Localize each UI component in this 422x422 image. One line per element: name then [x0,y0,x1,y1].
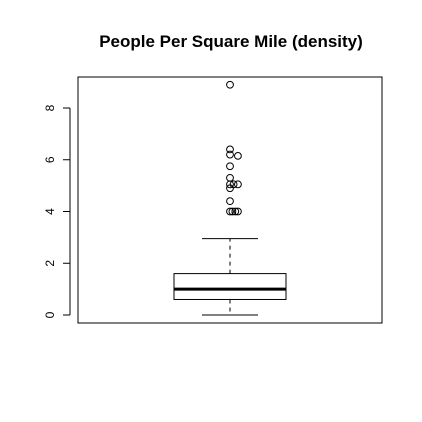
box-iqr [173,273,287,300]
outlier-points [226,80,242,216]
outlier-point [226,173,234,182]
chart-title: People Per Square Mile (density) [99,32,363,51]
y-tick-label: 0 [43,311,57,318]
y-axis-ticks: 0 2 4 6 8 [43,104,70,318]
outlier-point [226,197,234,206]
outlier-point [226,150,234,159]
y-tick-label: 6 [43,156,57,163]
outlier-point [231,207,240,216]
outlier-point [234,207,242,216]
outlier-point [234,151,242,160]
outlier-point [226,207,234,216]
outlier-point [229,180,238,189]
plot-frame [77,76,383,324]
outlier-point [234,180,242,189]
box-plot [173,238,287,316]
outlier-point [226,145,234,154]
outlier-point [226,80,234,89]
outlier-point [226,162,234,171]
y-tick-label: 8 [43,104,57,111]
y-tick-label: 4 [43,208,57,215]
y-tick-label: 2 [43,260,57,267]
outlier-point [228,207,237,216]
